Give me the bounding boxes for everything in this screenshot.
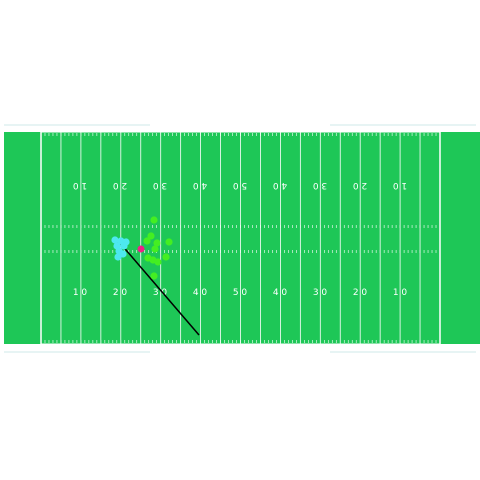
sideline-guides [4, 124, 476, 353]
top-yard-number: 3 0 [153, 180, 168, 190]
defense-players [143, 216, 173, 280]
player-dot [143, 237, 151, 245]
bottom-yard-number: 5 0 [233, 288, 248, 298]
bottom-yard-number: 3 0 [153, 288, 168, 298]
yard-lines [40, 131, 441, 345]
top-yard-number: 1 0 [73, 180, 88, 190]
top-yard-number: 2 0 [353, 180, 368, 190]
player-dot [153, 239, 161, 247]
bottom-yard-numbers: 1 0 2 0 3 0 4 0 5 0 4 0 3 0 2 0 1 0 [73, 288, 408, 298]
player-dot [154, 258, 162, 266]
offense-players [111, 236, 130, 261]
bottom-yard-number: 1 0 [393, 288, 408, 298]
player-dot [162, 253, 170, 261]
bottom-yard-number: 3 0 [313, 288, 328, 298]
player-dot [147, 232, 155, 240]
player-dot [150, 272, 158, 280]
top-yard-number: 2 0 [113, 180, 128, 190]
bottom-yard-number: 4 0 [193, 288, 208, 298]
player-dot [120, 242, 128, 250]
top-yard-number: 3 0 [313, 180, 328, 190]
player-dot [111, 236, 119, 244]
bottom-yard-number: 4 0 [273, 288, 288, 298]
top-yard-number: 4 0 [273, 180, 288, 190]
ball-marker [137, 245, 145, 253]
top-yard-number: 1 0 [393, 180, 408, 190]
player-dot [150, 216, 158, 224]
player-dot [165, 238, 173, 246]
bottom-yard-number: 1 0 [73, 288, 88, 298]
top-yard-numbers: 1 0 2 0 3 0 4 0 5 0 4 0 3 0 2 0 1 0 [73, 180, 408, 190]
top-yard-number: 5 0 [233, 180, 248, 190]
route-line [119, 242, 200, 336]
field-surface [4, 132, 480, 344]
hash-marks [40, 133, 441, 343]
top-yard-number: 4 0 [193, 180, 208, 190]
bottom-yard-number: 2 0 [113, 288, 128, 298]
bottom-yard-number: 2 0 [353, 288, 368, 298]
player-dot [151, 245, 159, 253]
player-dot [114, 253, 122, 261]
